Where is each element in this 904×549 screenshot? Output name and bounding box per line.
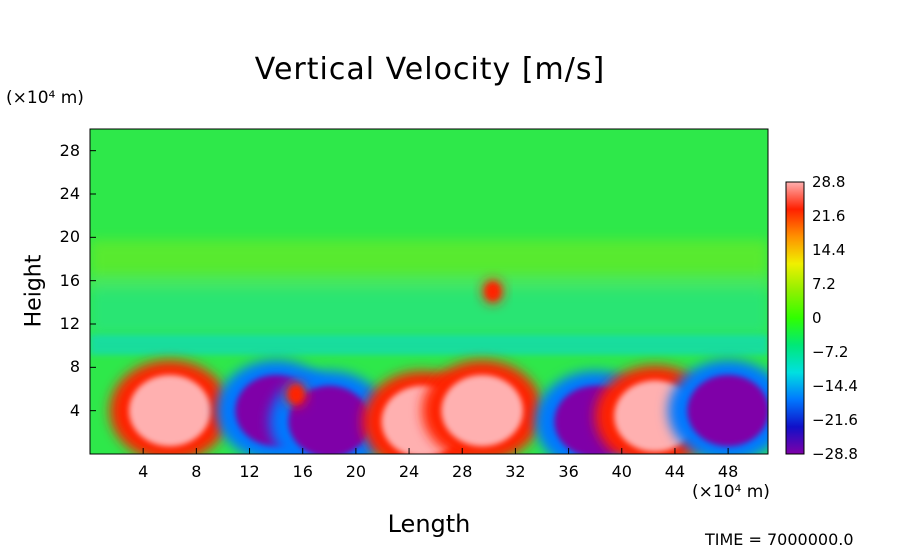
colorbar [785,181,805,455]
y-axis-unit: (×10⁴ m) [6,88,84,108]
chart-title: Vertical Velocity [m/s] [254,52,606,87]
colorbar-label: −14.4 [812,377,858,395]
x-tick-label: 20 [345,462,367,481]
feature-core-8 [486,283,500,300]
plot-frame [89,128,769,455]
y-tick-label: 16 [59,270,80,290]
y-tick-label: 12 [59,314,80,333]
x-tick-label: 12 [239,462,260,481]
x-tick-label: 4 [138,462,149,481]
feature-core-7 [687,374,768,447]
x-tick-label: 44 [664,462,686,481]
x-tick-label: 8 [191,462,202,481]
x-tick-label: 24 [398,462,420,481]
x-tick-label: 36 [558,462,579,481]
colorbar-label: −7.2 [812,343,849,361]
feature-core-0 [128,374,211,447]
colorbar-label: 28.8 [812,173,846,191]
colorbar-label: 14.4 [812,241,846,259]
mid-band-cyan [90,275,768,335]
colorbar-label: −21.6 [812,411,858,429]
x-tick-label: 32 [505,462,526,481]
colorbar-label: −28.8 [812,445,858,463]
colorbar-label: 21.6 [812,207,846,225]
x-axis-unit: (×10⁴ m) [692,482,770,502]
y-tick-label: 20 [59,227,80,247]
y-tick-label: 8 [69,357,80,377]
feature-core-9 [289,385,303,403]
feature-core-4 [441,374,523,447]
axis-ticks [90,150,729,454]
feature-layer [109,279,768,454]
x-tick-label: 40 [611,462,632,481]
colorbar-label: 7.2 [812,275,836,293]
x-tick-label: 48 [717,462,739,481]
y-tick-label: 4 [69,400,80,420]
feature-core-2 [288,385,371,454]
y-tick-label: 24 [59,184,80,203]
x-tick-label: 16 [292,462,313,481]
y-tick-label: 28 [59,140,80,160]
x-axis-label: Length [387,510,471,538]
heatmap-field [90,129,768,454]
colorbar-label: 0 [812,309,822,327]
low-band-blue [90,335,768,355]
x-tick-label: 28 [452,462,473,481]
